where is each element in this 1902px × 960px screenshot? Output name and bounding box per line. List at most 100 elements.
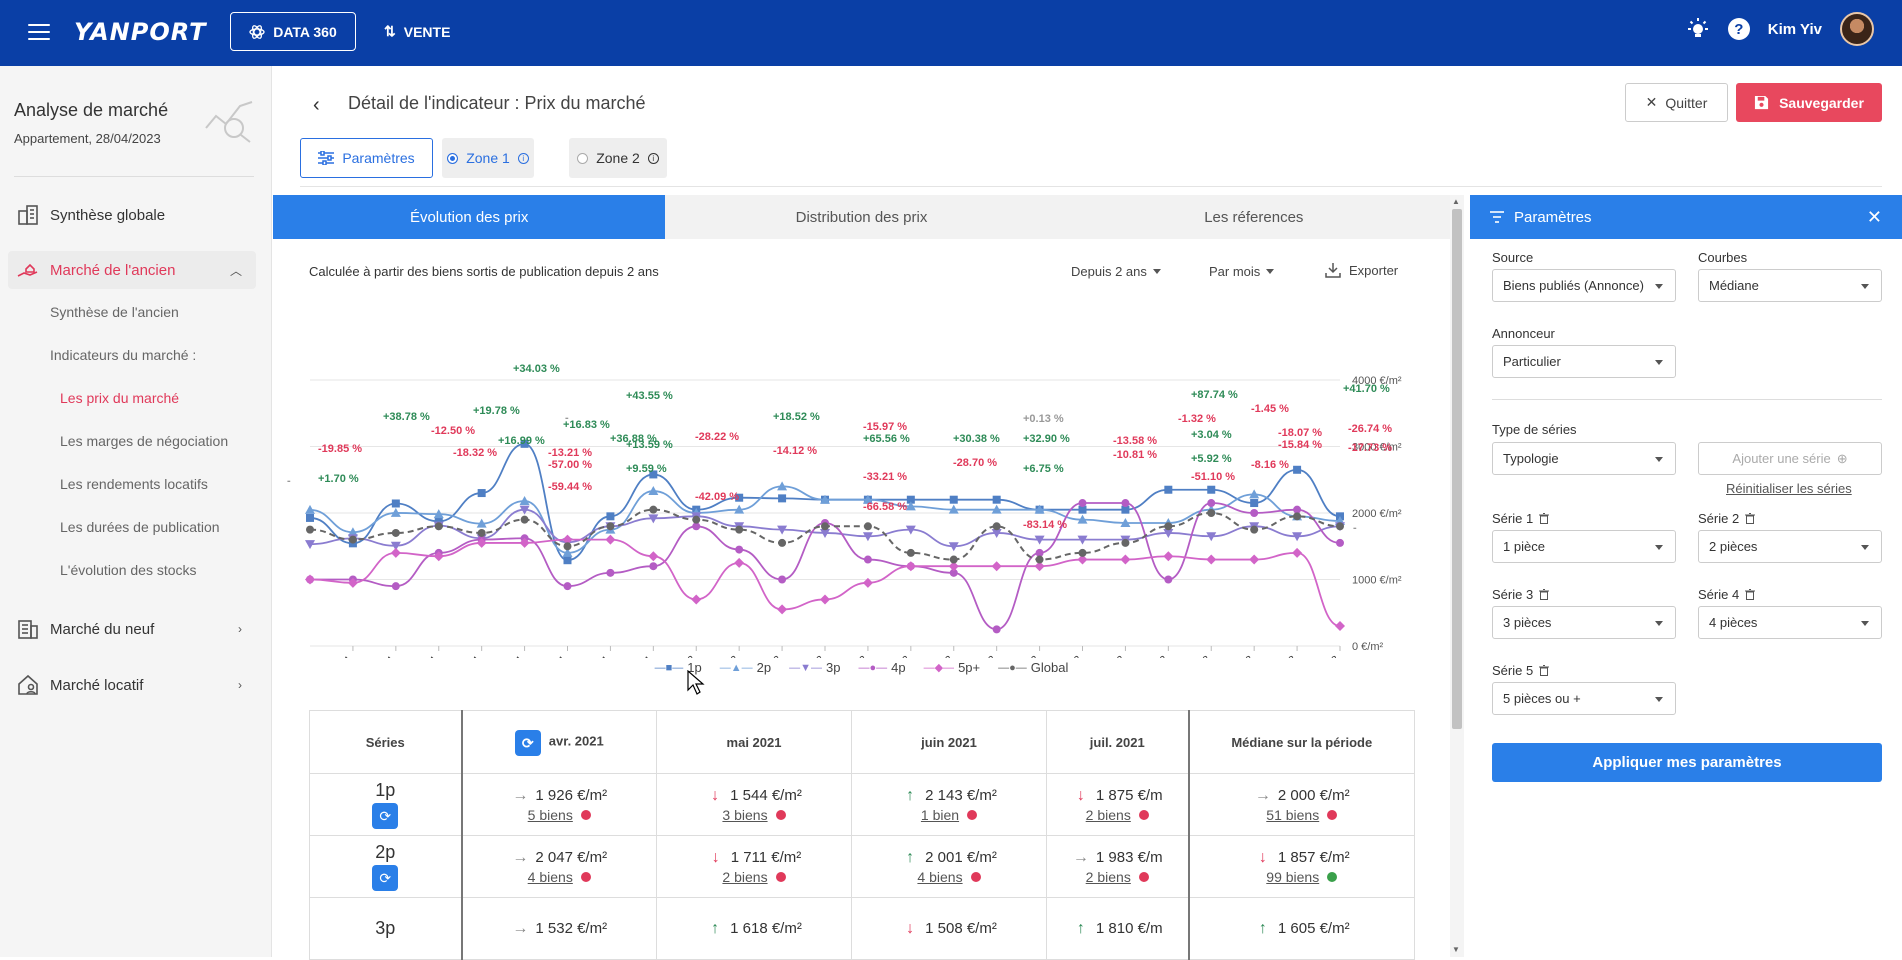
data-point[interactable]	[1336, 522, 1344, 531]
data-point[interactable]	[949, 495, 958, 504]
data-point[interactable]	[1034, 504, 1045, 514]
data-point[interactable]	[390, 507, 401, 517]
data-point[interactable]	[1207, 485, 1216, 494]
data-point[interactable]	[1293, 505, 1302, 514]
data-point[interactable]	[649, 562, 658, 571]
data-point[interactable]	[1164, 485, 1173, 494]
data-point[interactable]	[734, 504, 745, 514]
data-point[interactable]	[1035, 548, 1044, 557]
annonceur-select[interactable]: Particulier	[1492, 345, 1676, 378]
data-point[interactable]	[949, 568, 958, 577]
data-point[interactable]	[1077, 535, 1088, 545]
data-point[interactable]	[434, 522, 443, 531]
reset-series-link[interactable]: Réinitialiser les séries	[1726, 481, 1852, 496]
add-series-button[interactable]: Ajouter une série ⊕	[1698, 442, 1882, 475]
data-point[interactable]	[306, 525, 314, 534]
data-point[interactable]	[862, 494, 873, 504]
step-dropdown[interactable]: Par mois	[1209, 264, 1275, 279]
data-point[interactable]	[905, 525, 916, 535]
data-point[interactable]	[1120, 517, 1131, 527]
data-point[interactable]	[1250, 499, 1259, 508]
apply-parameters-button[interactable]: Appliquer mes paramètres	[1492, 743, 1882, 782]
refresh-icon[interactable]: ⟳	[372, 865, 399, 891]
scrollbar[interactable]: ▲ ▼	[1450, 195, 1464, 957]
data-point[interactable]	[778, 538, 787, 547]
sidebar-sublink-synthese-ancien[interactable]: Synthèse de l'ancien	[50, 304, 179, 320]
data-point[interactable]	[1078, 499, 1087, 508]
sidebar-item-marche-ancien[interactable]: Marché de l'ancien ︿	[8, 251, 256, 289]
sidebar-sublink-marges[interactable]: Les marges de négociation	[60, 433, 229, 449]
data-point[interactable]	[692, 522, 701, 531]
trash-icon[interactable]	[1745, 513, 1756, 524]
data-point[interactable]	[820, 528, 830, 538]
sidebar-sublink-prix-marche[interactable]: Les prix du marché	[60, 390, 180, 406]
sidebar-sublink-rendements[interactable]: Les rendements locatifs	[60, 476, 208, 492]
type-series-select[interactable]: Typologie	[1492, 442, 1676, 475]
data-point[interactable]	[648, 514, 659, 524]
data-point[interactable]	[563, 582, 572, 591]
back-arrow-icon[interactable]: ‹	[313, 94, 320, 116]
scrollbar-thumb[interactable]	[1452, 209, 1462, 729]
data-point[interactable]	[305, 574, 315, 585]
serie-select[interactable]: 2 pièces	[1698, 530, 1882, 563]
data-point[interactable]	[992, 625, 1001, 634]
data-point[interactable]	[520, 515, 529, 524]
data-point[interactable]	[1121, 505, 1130, 514]
lightbulb-icon[interactable]	[1686, 17, 1710, 41]
data-point[interactable]	[1293, 465, 1302, 474]
sidebar-item-synthese-globale[interactable]: Synthèse globale	[8, 196, 256, 234]
sidebar-item-marche-neuf[interactable]: Marché du neuf ›	[8, 610, 256, 648]
legend-item[interactable]: —▼— 3p	[789, 660, 841, 675]
data-point[interactable]	[563, 556, 572, 565]
avatar[interactable]	[1840, 12, 1874, 46]
close-icon[interactable]: ✕	[1866, 207, 1882, 227]
data-point[interactable]	[605, 534, 616, 545]
data-point[interactable]	[476, 537, 487, 548]
data-360-button[interactable]: DATA 360	[230, 12, 356, 51]
data-point[interactable]	[863, 522, 872, 531]
zone-2-toggle[interactable]: Zone 2 i	[569, 138, 667, 178]
menu-icon[interactable]	[28, 24, 50, 40]
scroll-up-icon[interactable]: ▲	[1452, 197, 1460, 206]
data-point[interactable]	[390, 541, 401, 551]
data-point[interactable]	[735, 545, 744, 554]
data-point[interactable]	[1121, 538, 1130, 547]
count-link[interactable]: 2 biens	[1085, 806, 1131, 823]
data-point[interactable]	[648, 551, 659, 562]
count-link[interactable]: 1 bien	[920, 806, 960, 823]
data-point[interactable]	[1292, 532, 1303, 542]
legend-item[interactable]: —●— 4p	[858, 660, 906, 675]
count-link[interactable]: 99 biens	[1266, 868, 1320, 885]
source-select[interactable]: Biens publiés (Annonce)	[1492, 269, 1676, 302]
sidebar-item-marche-locatif[interactable]: Marché locatif ›	[8, 666, 256, 704]
data-point[interactable]	[991, 528, 1002, 538]
data-point[interactable]	[648, 486, 659, 496]
data-point[interactable]	[906, 548, 915, 557]
data-point[interactable]	[1206, 554, 1217, 565]
tab-distribution-prix[interactable]: Distribution des prix	[795, 208, 928, 226]
courbes-select[interactable]: Médiane	[1698, 269, 1882, 302]
data-point[interactable]	[1207, 499, 1216, 508]
data-point[interactable]	[1163, 551, 1174, 562]
data-point[interactable]	[519, 505, 530, 515]
serie-select[interactable]: 5 pièces ou +	[1492, 682, 1676, 715]
data-point[interactable]	[434, 517, 443, 526]
data-point[interactable]	[305, 504, 315, 514]
data-point[interactable]	[863, 555, 872, 564]
data-point[interactable]	[1077, 514, 1088, 524]
help-icon[interactable]: ?	[1727, 18, 1750, 40]
data-point[interactable]	[1250, 509, 1259, 517]
data-point[interactable]	[1078, 548, 1087, 557]
data-point[interactable]	[1121, 499, 1130, 508]
data-point[interactable]	[347, 577, 358, 588]
data-point[interactable]	[905, 501, 916, 511]
legend-item[interactable]: —■— 1p	[654, 660, 702, 675]
data-point[interactable]	[390, 547, 401, 558]
data-point[interactable]	[606, 522, 615, 531]
data-point[interactable]	[821, 522, 829, 531]
count-link[interactable]: 2 biens	[722, 868, 768, 885]
data-point[interactable]	[348, 535, 357, 544]
data-point[interactable]	[1034, 561, 1045, 572]
sidebar-sublink-stocks[interactable]: L'évolution des stocks	[60, 562, 197, 578]
legend-item[interactable]: —◆— 5p+	[923, 660, 981, 675]
